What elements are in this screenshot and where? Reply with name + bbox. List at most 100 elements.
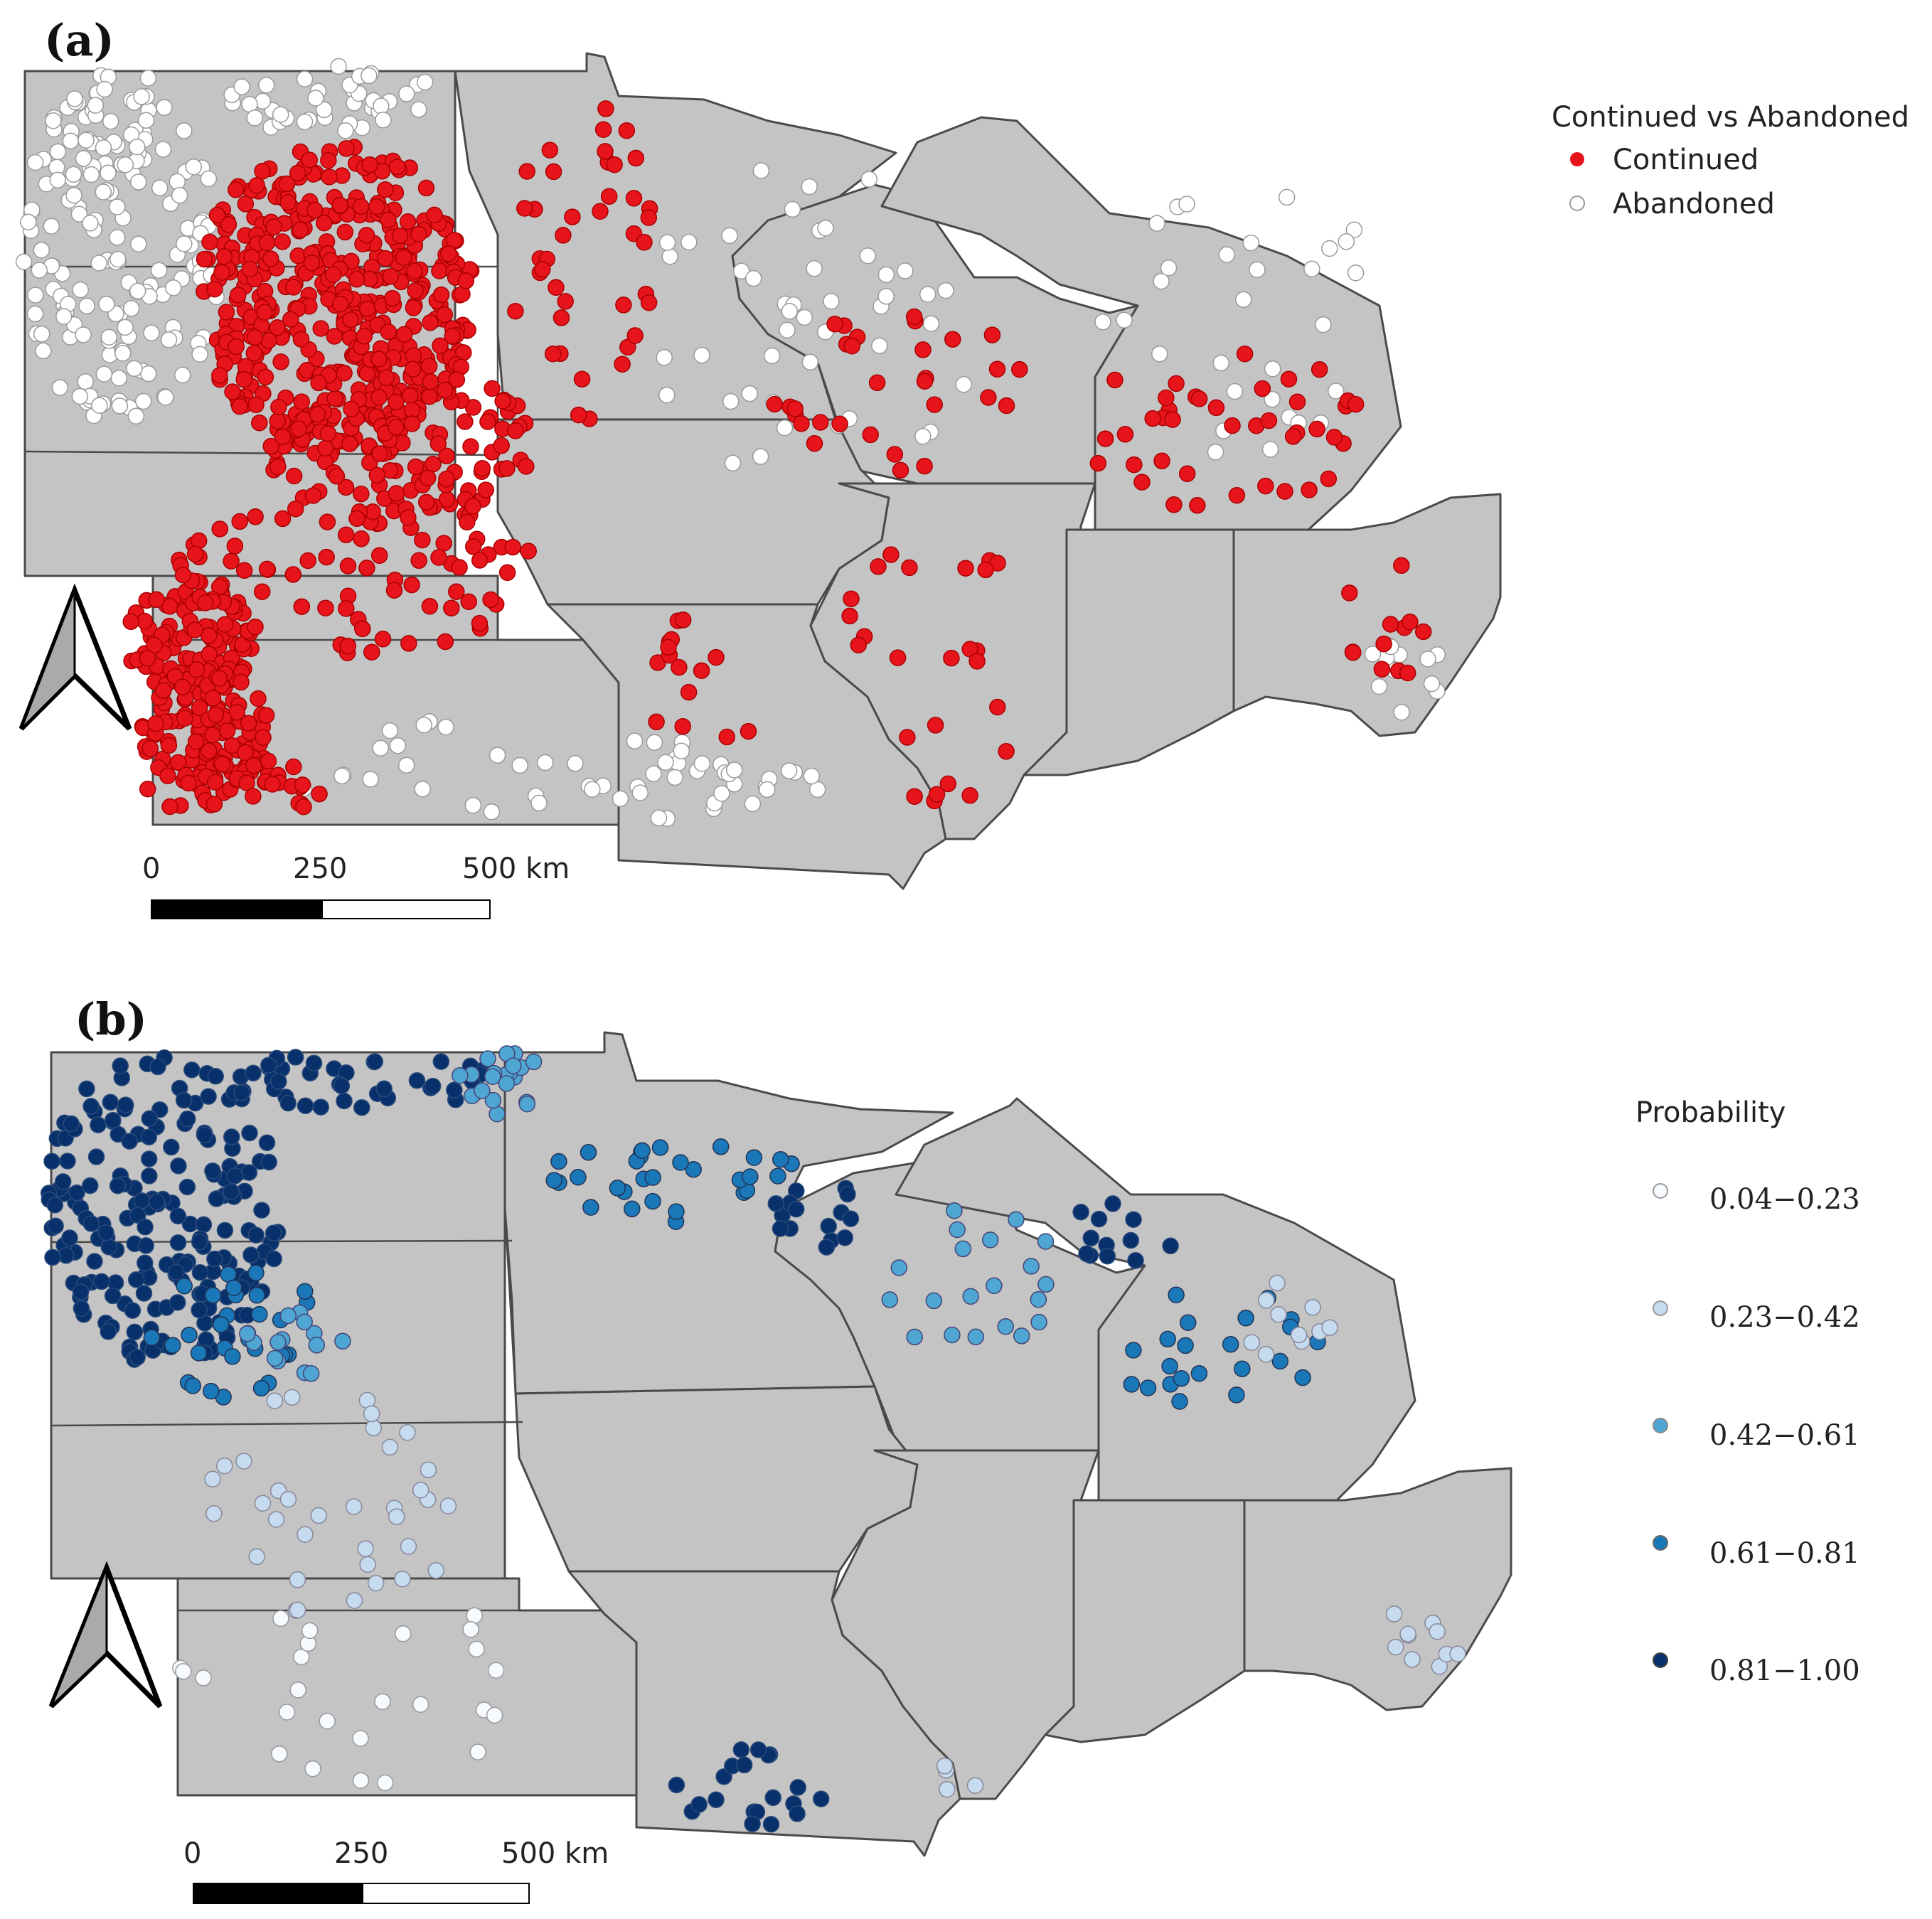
panel-a-map: (a)	[15, 14, 1909, 919]
probability-point	[944, 1326, 961, 1344]
continued-point	[201, 646, 218, 663]
panel-b-label: (b)	[75, 993, 147, 1045]
abandoned-point	[95, 183, 112, 201]
abandoned-point	[658, 386, 676, 404]
probability-point	[582, 1199, 599, 1216]
continued-point	[406, 262, 423, 280]
probability-point	[167, 1263, 185, 1281]
probability-point	[279, 1307, 297, 1325]
abandoned-point	[129, 173, 147, 191]
scale-bar-b: 0 250 500 km	[183, 1837, 609, 1904]
continued-point	[507, 302, 524, 320]
probability-point	[1228, 1386, 1245, 1404]
continued-point	[310, 374, 327, 392]
probability-point	[1122, 1231, 1140, 1249]
continued-point	[285, 758, 302, 776]
probability-point	[1257, 1345, 1275, 1363]
abandoned-point	[246, 109, 264, 127]
continued-point	[862, 426, 879, 444]
state-line-sd-ne-a	[24, 450, 498, 456]
abandoned-point	[1249, 261, 1266, 279]
abandoned-point	[139, 70, 157, 87]
abandoned-point	[133, 88, 150, 105]
abandoned-point	[154, 141, 172, 158]
continued-point	[343, 400, 360, 417]
probability-point	[272, 1610, 289, 1627]
abandoned-point	[35, 342, 52, 360]
continued-point	[477, 481, 494, 498]
abandoned-point	[157, 388, 174, 406]
probability-point	[1127, 1252, 1144, 1269]
abandoned-point	[15, 253, 33, 271]
probability-point	[73, 1300, 90, 1317]
continued-point	[356, 328, 373, 345]
abandoned-point	[233, 78, 250, 95]
probability-point	[86, 1253, 103, 1270]
probability-point	[178, 1110, 196, 1128]
abandoned-point	[307, 90, 324, 107]
abandoned-point	[721, 227, 738, 245]
probability-point	[63, 1115, 80, 1133]
continued-point	[980, 389, 997, 406]
continued-point	[377, 181, 394, 198]
continued-point	[614, 356, 631, 373]
probability-point	[302, 1365, 320, 1382]
abandoned-point	[87, 97, 105, 114]
continued-point	[1126, 456, 1143, 474]
probability-point	[1078, 1245, 1095, 1263]
abandoned-point	[1328, 383, 1345, 400]
probability-point	[260, 1057, 277, 1074]
probability-point	[212, 1316, 230, 1333]
probability-point	[842, 1210, 860, 1227]
continued-point	[341, 435, 358, 452]
abandoned-point	[397, 757, 415, 774]
probability-point	[169, 1234, 187, 1251]
continued-point	[440, 245, 457, 262]
probability-point	[191, 1263, 209, 1281]
continued-point	[338, 600, 355, 617]
abandoned-point	[780, 762, 798, 779]
continued-point	[247, 508, 264, 525]
continued-point	[868, 374, 886, 392]
probability-point	[1237, 1310, 1254, 1327]
state-iowa-a	[496, 418, 890, 606]
continued-point	[139, 780, 156, 798]
continued-point	[806, 434, 823, 452]
continued-point	[534, 261, 551, 278]
abandoned-point	[646, 734, 663, 752]
probability-point	[1222, 1336, 1239, 1353]
legend-a-continued-label: Continued	[1613, 144, 1758, 176]
continued-point	[545, 163, 562, 181]
abandoned-point	[257, 76, 275, 94]
abandoned-point	[114, 344, 132, 362]
continued-point	[279, 194, 297, 211]
continued-point	[1393, 557, 1410, 574]
continued-point	[206, 774, 224, 791]
continued-point	[247, 619, 264, 636]
continued-point	[1280, 370, 1298, 387]
continued-point	[400, 635, 417, 652]
abandoned-point	[91, 397, 108, 414]
continued-point	[258, 560, 276, 578]
continued-point	[573, 370, 591, 388]
probability-point	[195, 1216, 213, 1234]
probability-point	[651, 1139, 669, 1156]
abandoned-point	[877, 288, 895, 305]
probability-point	[279, 1094, 297, 1112]
abandoned-point	[65, 186, 82, 204]
continued-point	[493, 437, 510, 454]
continued-point	[671, 658, 688, 676]
continued-point	[224, 383, 241, 400]
continued-point	[1373, 661, 1391, 678]
probability-point	[82, 1215, 100, 1232]
abandoned-point	[100, 164, 117, 182]
continued-point	[812, 414, 829, 431]
abandoned-point	[722, 392, 740, 410]
abandoned-point	[143, 324, 160, 341]
probability-point	[352, 1772, 370, 1789]
continued-point	[914, 341, 932, 358]
scale-b-tick-500: 500 km	[501, 1837, 609, 1870]
probability-point	[668, 1776, 685, 1794]
continued-point	[229, 287, 247, 304]
